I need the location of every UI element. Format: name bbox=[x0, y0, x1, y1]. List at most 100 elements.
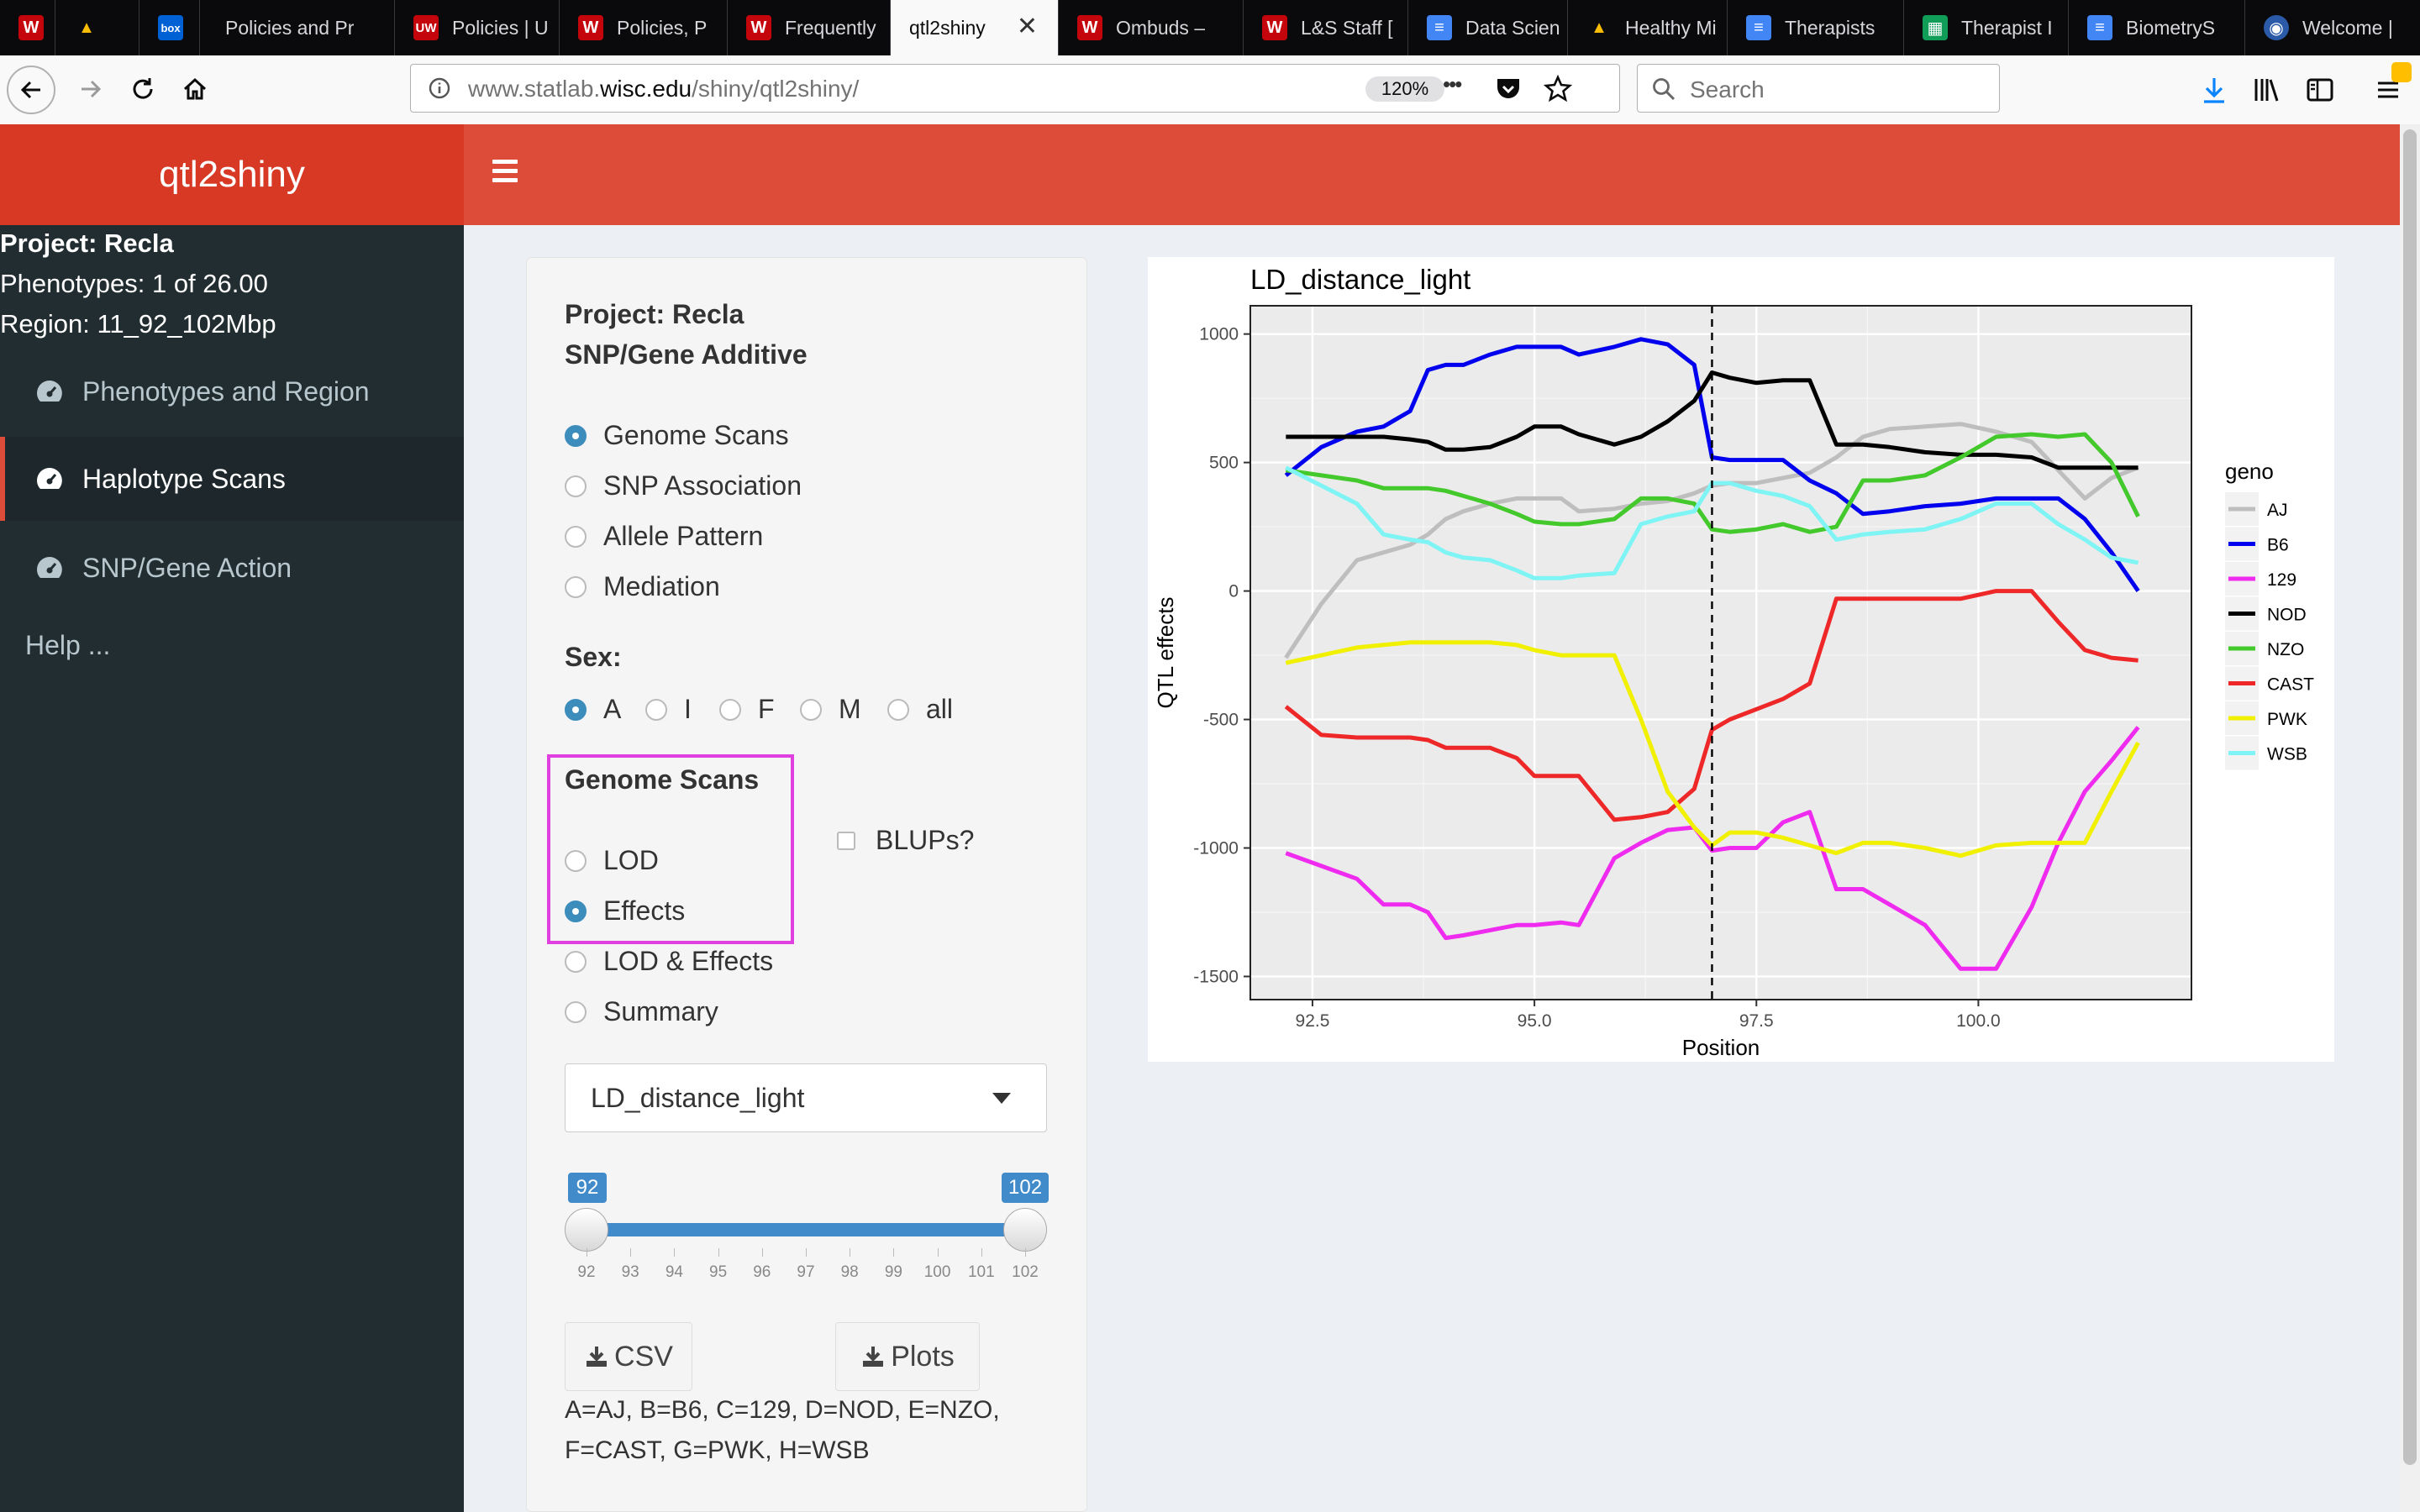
google-docs-icon: ≡ bbox=[1746, 15, 1771, 40]
browser-tab[interactable]: ▦ Therapist I bbox=[1904, 0, 2069, 55]
blups-checkbox[interactable] bbox=[837, 831, 855, 850]
radio-label: LOD bbox=[603, 845, 659, 875]
url-text[interactable]: www.statlab.wisc.edu/shiny/qtl2shiny/ bbox=[468, 76, 860, 102]
pocket-icon[interactable] bbox=[1495, 76, 1522, 102]
legend-label: CAST bbox=[2267, 675, 2314, 695]
slider-tick-mark bbox=[1025, 1248, 1026, 1257]
radio-effects[interactable]: Effects bbox=[565, 895, 685, 927]
zoom-indicator[interactable]: 120% bbox=[1365, 76, 1444, 102]
search-bar[interactable]: Search bbox=[1637, 64, 2000, 113]
radio-mediation[interactable]: Mediation bbox=[565, 571, 720, 602]
slider-low-handle[interactable] bbox=[565, 1208, 608, 1252]
radio-label: Effects bbox=[603, 895, 686, 926]
sidebar-item-haplotype-scans[interactable]: Haplotype Scans bbox=[0, 437, 464, 521]
browser-tab[interactable]: W Ombuds – bbox=[1059, 0, 1244, 55]
back-button[interactable] bbox=[7, 66, 55, 114]
radio-lod-effects[interactable]: LOD & Effects bbox=[565, 946, 773, 977]
app-title[interactable]: qtl2shiny bbox=[159, 154, 305, 195]
legend-label: WSB bbox=[2267, 745, 2307, 764]
browser-tab[interactable]: W L&S Staff [ bbox=[1244, 0, 1408, 55]
series-line-aj bbox=[1284, 422, 2139, 659]
reload-button[interactable] bbox=[126, 72, 160, 106]
radio-label: LOD & Effects bbox=[603, 946, 774, 976]
browser-tab[interactable]: ≡ BiometryS bbox=[2069, 0, 2245, 55]
browser-tab[interactable]: ▲ Healthy Mi bbox=[1568, 0, 1728, 55]
uw-crest-icon: W bbox=[1077, 15, 1102, 40]
radio-button[interactable] bbox=[565, 424, 587, 447]
series-line-nod bbox=[1286, 370, 2139, 470]
browser-tab[interactable]: ≡ Therapists bbox=[1728, 0, 1904, 55]
radio-sex-all[interactable]: all bbox=[887, 694, 953, 725]
phenotype-select[interactable]: LD_distance_light bbox=[565, 1063, 1047, 1132]
position-slider[interactable] bbox=[585, 1223, 1025, 1236]
radio-sex-f[interactable]: F bbox=[719, 694, 775, 725]
radio-genome-scans[interactable]: Genome Scans bbox=[565, 420, 789, 451]
library-icon[interactable] bbox=[2252, 76, 2281, 104]
slider-high-value: 102 bbox=[1002, 1173, 1049, 1203]
browser-tab[interactable]: ≡ Data Scien bbox=[1408, 0, 1568, 55]
browser-tab[interactable]: ▲ bbox=[55, 0, 139, 55]
uw-crest-icon: W bbox=[578, 15, 603, 40]
close-tab-icon[interactable]: ✕ bbox=[1016, 13, 1038, 40]
radio-button[interactable] bbox=[565, 475, 587, 497]
slider-high-handle[interactable] bbox=[1003, 1208, 1047, 1252]
forward-button[interactable] bbox=[74, 72, 108, 106]
radio-summary[interactable]: Summary bbox=[565, 996, 718, 1027]
browser-tab[interactable]: W Policies, P bbox=[560, 0, 728, 55]
browser-tab[interactable]: ◉ Welcome | bbox=[2245, 0, 2420, 55]
radio-label: Mediation bbox=[603, 571, 720, 601]
radio-snp-association[interactable]: SNP Association bbox=[565, 470, 802, 501]
browser-tab[interactable]: UW Policies | U bbox=[395, 0, 560, 55]
page-actions-menu[interactable]: ••• bbox=[1443, 71, 1462, 97]
hamburger-menu-icon[interactable] bbox=[2375, 76, 2403, 104]
sidebar-item-phenotypes-region[interactable]: Phenotypes and Region bbox=[0, 349, 464, 433]
sidebar-menu-toggle-icon[interactable] bbox=[492, 160, 518, 185]
sidebar-item-snp-gene-action[interactable]: SNP/Gene Action bbox=[0, 526, 464, 610]
radio-button[interactable] bbox=[800, 698, 822, 721]
csv-button[interactable]: CSV bbox=[565, 1322, 692, 1391]
search-icon bbox=[1653, 78, 1676, 101]
scrollbar-thumb[interactable] bbox=[2403, 129, 2417, 1465]
blups-checkbox-row[interactable]: BLUPs? bbox=[837, 825, 974, 856]
radio-button[interactable] bbox=[719, 698, 741, 721]
plot-container: 92.5 95.0 97.5 100.0 1000 500 0 -500 -1000 -1500 L… bbox=[1148, 257, 2334, 1062]
browser-tab[interactable]: box bbox=[139, 0, 200, 55]
radio-button[interactable] bbox=[887, 698, 909, 721]
browser-tab[interactable]: qtl2shiny ✕ bbox=[891, 0, 1059, 55]
bookmark-star-icon[interactable] bbox=[1544, 75, 1572, 103]
radio-label: Summary bbox=[603, 996, 718, 1026]
download-icon[interactable] bbox=[2202, 76, 2227, 104]
radio-allele-pattern[interactable]: Allele Pattern bbox=[565, 521, 763, 552]
url-bar[interactable]: www.statlab.wisc.edu/shiny/qtl2shiny/ 12… bbox=[410, 64, 1620, 113]
browser-tab[interactable]: W Frequently bbox=[728, 0, 891, 55]
tab-label: qtl2shiny bbox=[909, 16, 986, 39]
radio-button[interactable] bbox=[565, 1000, 587, 1023]
slider-tick-label: 92 bbox=[577, 1263, 596, 1281]
browser-tab[interactable]: W bbox=[0, 0, 55, 55]
sidebar-toggle-icon[interactable] bbox=[2306, 76, 2334, 104]
qtl-effects-chart: 92.5 95.0 97.5 100.0 1000 500 0 -500 -1000 -1500 L… bbox=[1153, 264, 2314, 1060]
tab-label: BiometryS bbox=[2126, 16, 2216, 39]
info-icon[interactable] bbox=[428, 76, 451, 100]
plots-button[interactable]: Plots bbox=[835, 1322, 980, 1391]
logo-area bbox=[0, 124, 464, 225]
radio-sex-i[interactable]: I bbox=[645, 694, 692, 725]
series-line-nzo bbox=[1285, 432, 2140, 534]
radio-button[interactable] bbox=[565, 950, 587, 973]
x-axis-label: Position bbox=[1682, 1035, 1760, 1060]
radio-sex-a[interactable]: A bbox=[565, 694, 621, 725]
chart-title: LD_distance_light bbox=[1250, 264, 1470, 295]
radio-button[interactable] bbox=[565, 900, 587, 922]
radio-button[interactable] bbox=[565, 575, 587, 598]
radio-button[interactable] bbox=[565, 849, 587, 872]
home-button[interactable] bbox=[178, 72, 212, 106]
radio-button[interactable] bbox=[645, 698, 667, 721]
dashboard-icon bbox=[37, 557, 62, 578]
sidebar-help-link[interactable]: Help ... bbox=[25, 630, 111, 660]
radio-button[interactable] bbox=[565, 698, 587, 721]
radio-button[interactable] bbox=[565, 525, 587, 548]
update-badge-icon[interactable] bbox=[2391, 62, 2412, 82]
radio-lod[interactable]: LOD bbox=[565, 845, 659, 876]
radio-sex-m[interactable]: M bbox=[800, 694, 861, 725]
